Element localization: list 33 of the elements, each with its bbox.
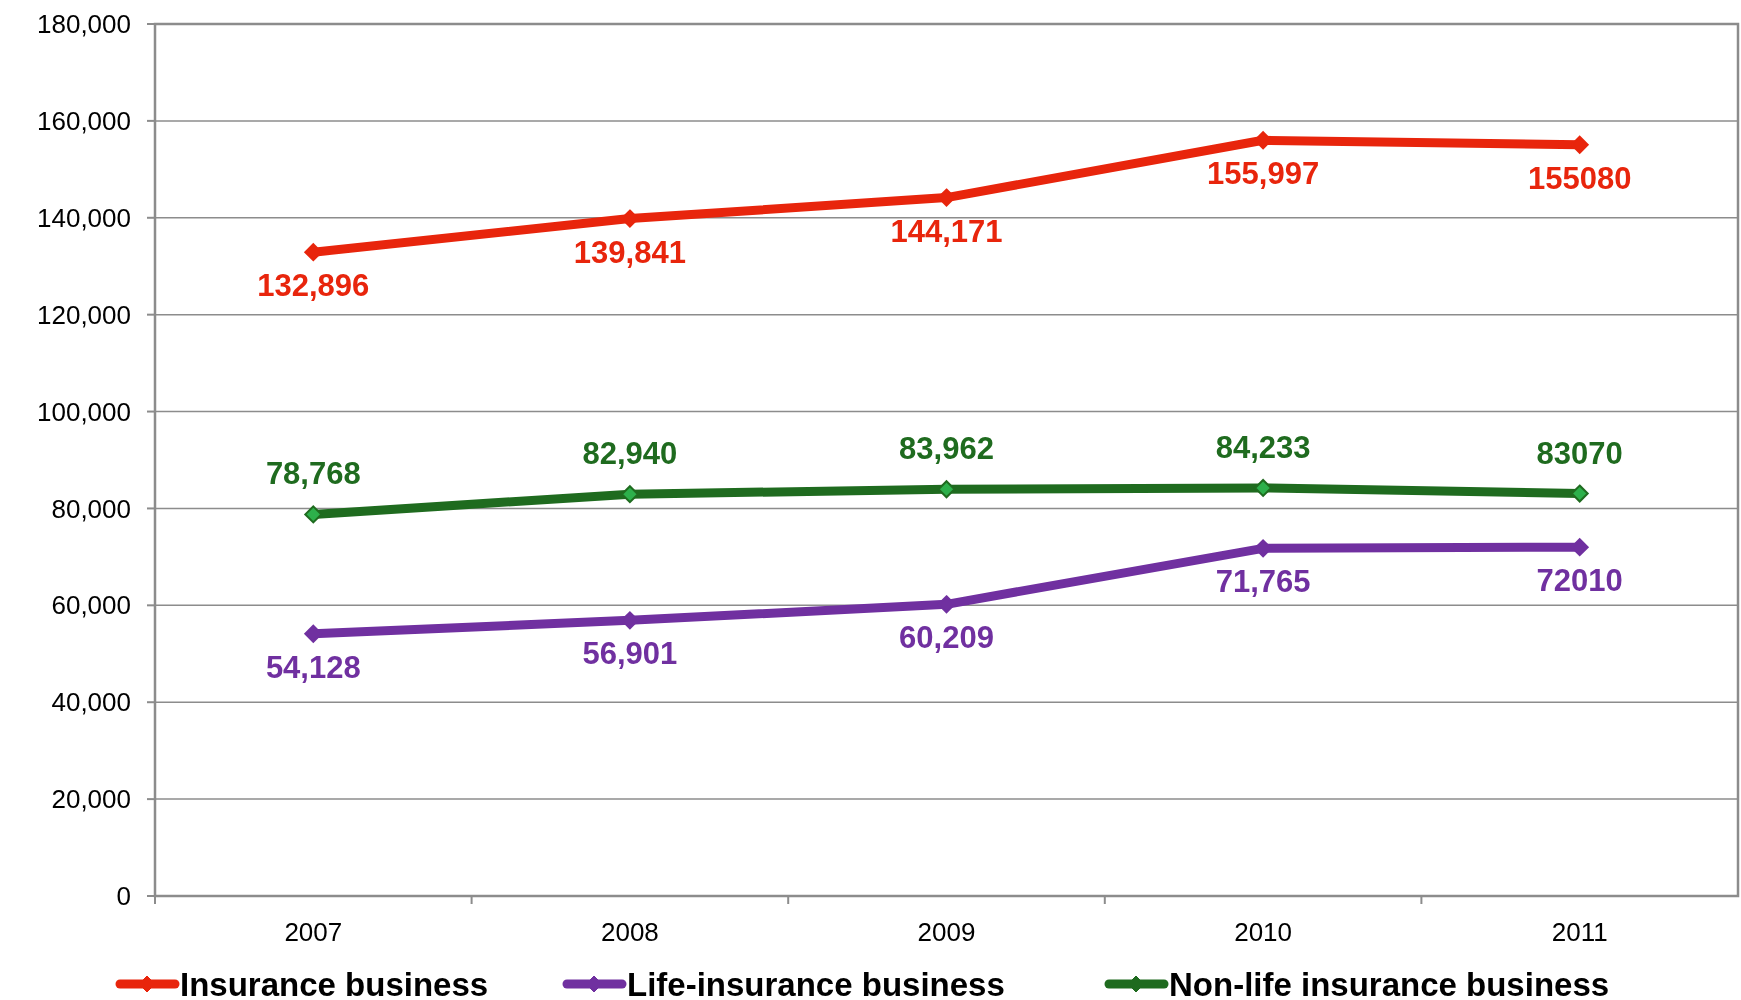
data-label: 54,128 [265, 649, 361, 685]
y-tick-label: 140,000 [37, 202, 131, 233]
legend-label: Insurance business [180, 965, 489, 1000]
x-tick-label: 2010 [1234, 917, 1293, 947]
data-label: 56,901 [582, 636, 678, 672]
data-label: 72010 [1536, 563, 1623, 599]
data-label: 155080 [1527, 160, 1632, 196]
x-tick-label: 2007 [284, 917, 343, 947]
data-label: 60,209 [899, 620, 994, 656]
y-tick-label: 80,000 [51, 493, 131, 524]
y-tick-label: 100,000 [37, 396, 131, 427]
data-label: 82,940 [582, 436, 678, 472]
data-label: 144,171 [890, 213, 1003, 249]
y-tick-label: 180,000 [37, 9, 131, 40]
x-tick-label: 2009 [917, 917, 976, 947]
legend-label: Non-life insurance business [1169, 965, 1610, 1000]
y-tick-label: 40,000 [51, 687, 131, 718]
data-label: 139,841 [573, 234, 686, 270]
data-label: 84,233 [1215, 429, 1311, 465]
y-tick-label: 60,000 [51, 590, 131, 621]
data-label: 83,962 [899, 431, 994, 467]
y-tick-label: 20,000 [51, 784, 131, 815]
y-tick-label: 120,000 [37, 299, 131, 330]
data-label: 155,997 [1207, 156, 1320, 192]
x-tick-label: 2008 [600, 917, 659, 947]
data-label: 83070 [1536, 435, 1623, 471]
legend-label: Life-insurance business [627, 965, 1005, 1000]
x-tick-label: 2011 [1551, 917, 1608, 947]
data-label: 71,765 [1215, 564, 1311, 600]
y-tick-label: 160,000 [37, 105, 131, 136]
data-label: 132,896 [257, 268, 370, 304]
data-label: 78,768 [265, 456, 361, 492]
y-tick-label: 0 [116, 881, 131, 912]
